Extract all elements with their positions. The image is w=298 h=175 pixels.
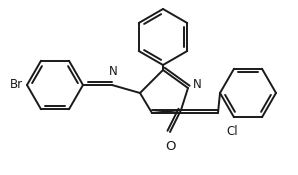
Text: Br: Br <box>10 79 23 92</box>
Text: N: N <box>193 79 202 92</box>
Text: N: N <box>109 65 117 78</box>
Text: O: O <box>165 140 175 153</box>
Text: Cl: Cl <box>226 125 238 138</box>
